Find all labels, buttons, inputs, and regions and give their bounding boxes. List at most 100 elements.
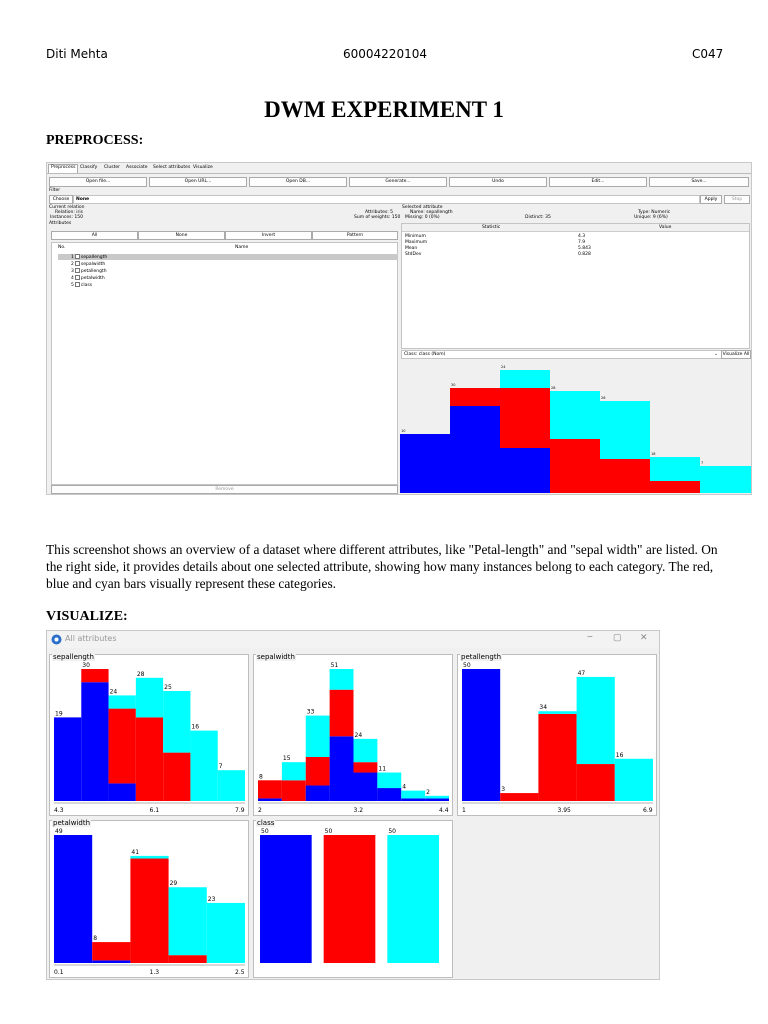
bar-segment (135, 717, 164, 801)
stat-name: Minimum (405, 234, 426, 239)
hist-bar (700, 466, 751, 493)
checkbox-icon[interactable] (74, 282, 80, 287)
minimize-icon[interactable]: − (587, 632, 593, 643)
bar-segment (92, 942, 131, 961)
panel-title: petallength (460, 653, 503, 661)
tab-cluster[interactable]: Cluster (104, 165, 120, 170)
checkbox-icon[interactable] (74, 261, 80, 266)
bar-segment (108, 708, 136, 784)
save-button[interactable]: Save... (649, 177, 749, 187)
selected-attribute-label: Selected attribute (402, 205, 443, 210)
attribute-name: class (80, 283, 93, 288)
weka-explorer-screenshot: Preprocess Classify Cluster Associate Se… (46, 162, 752, 495)
attribute-row[interactable]: 3 petallength (71, 268, 107, 274)
maximize-icon[interactable]: ▢ (613, 632, 622, 642)
attribute-row[interactable]: 2 sepalwidth (71, 261, 106, 267)
choose-button[interactable]: Choose (49, 195, 73, 204)
bar-count-label: 50 (261, 828, 269, 835)
statistics-table: Statistic Value Minimum 4.3 Maximum 7.9 … (401, 223, 750, 349)
open-url-button[interactable]: Open URL... (149, 177, 247, 187)
weka-histogram: 10 30 24 28 26 18 7 (400, 365, 751, 493)
checkbox-icon[interactable] (74, 254, 80, 259)
window-titlebar: All attributes − ▢ ✕ (47, 631, 659, 648)
attribute-row[interactable]: 4 petalwidth (71, 275, 105, 281)
bar-segment (281, 780, 306, 801)
checkbox-icon[interactable] (74, 275, 80, 280)
bar-segment (305, 715, 330, 757)
bar-segment (425, 795, 449, 799)
filter-label: Filter (49, 188, 61, 193)
open-db-button[interactable]: Open DB... (249, 177, 347, 187)
stop-button[interactable]: Stop (724, 195, 750, 204)
class-select-value: Class: class (Nom) (404, 352, 446, 357)
undo-button[interactable]: Undo (449, 177, 547, 187)
edit-button[interactable]: Edit... (549, 177, 647, 187)
attr-invert-button[interactable]: Invert (225, 231, 312, 240)
stat-name: StdDev (405, 252, 422, 257)
tab-preprocess[interactable]: Preprocess (48, 164, 79, 173)
student-id: 60004220104 (343, 47, 427, 61)
description-paragraph: This screenshot shows an overview of a d… (46, 542, 718, 591)
tab-select-attributes[interactable]: Select attributes (153, 165, 191, 170)
hist-label: 30 (451, 383, 455, 387)
attribute-row[interactable]: 5 class (71, 282, 93, 288)
tab-classify[interactable]: Classify (80, 165, 98, 170)
tab-associate[interactable]: Associate (126, 165, 148, 170)
bar-count-label: 28 (137, 671, 145, 678)
tab-visualize[interactable]: Visualize (193, 165, 213, 170)
attributes-count: Attributes: 5 (365, 210, 394, 215)
hist-label: 26 (601, 396, 605, 400)
close-icon[interactable]: ✕ (640, 632, 648, 642)
attribute-list: No. Name 1 sepallength 2 sepalwidth 3 petal… (51, 242, 398, 485)
bar-segment (260, 835, 312, 963)
hist-bar (500, 388, 550, 448)
bar-segment (323, 835, 376, 963)
class-select[interactable]: Class: class (Nom) ⌄ (401, 350, 722, 359)
page-title: DWM EXPERIMENT 1 (264, 97, 504, 122)
attribute-row[interactable]: 1 sepallength (58, 254, 398, 260)
panel-title: sepallength (52, 653, 95, 661)
stat-value: 4.3 (578, 234, 586, 239)
hist-bar (500, 448, 550, 493)
histogram-panel: class 50 50 50 (253, 819, 453, 978)
bar-segment (281, 762, 306, 781)
bar-segment (217, 770, 245, 801)
bar-count-label: 29 (170, 880, 178, 887)
bar-segment (190, 730, 218, 801)
attr-pattern-button[interactable]: Pattern (312, 231, 398, 240)
bar-count-label: 33 (307, 709, 315, 716)
bar-segment (305, 785, 330, 801)
attr-all-button[interactable]: All (51, 231, 138, 240)
selected-name: Name: sepallength (410, 210, 453, 215)
visualize-all-button[interactable]: Visualize All (721, 350, 751, 359)
open-file-button[interactable]: Open file... (49, 177, 147, 187)
attr-none-button[interactable]: None (138, 231, 225, 240)
bar-segment (135, 677, 164, 718)
bar-segment (258, 798, 282, 801)
bar-segment (108, 695, 136, 709)
checkbox-icon[interactable] (74, 268, 80, 273)
stat-name: Mean (405, 246, 418, 251)
tab-bar: Preprocess Classify Cluster Associate Se… (47, 163, 751, 174)
panel-title: petalwidth (52, 819, 92, 827)
col-name-header: Name (235, 245, 249, 250)
hist-bar (400, 434, 450, 493)
remove-button[interactable]: Remove (51, 485, 398, 494)
bar-count-label: 30 (82, 662, 90, 669)
bar-count-label: 51 (331, 662, 339, 669)
bar-segment (353, 738, 378, 763)
bar-segment (108, 783, 136, 801)
selected-unique: Unique: 9 (6%) (634, 215, 668, 220)
bar-segment (387, 835, 439, 963)
stat-value: 5.843 (578, 246, 591, 251)
bar-count-label: 16 (191, 724, 199, 731)
bar-segment (538, 711, 577, 714)
bar-segment (401, 790, 426, 799)
bar-segment (81, 669, 109, 683)
filter-field[interactable]: None (73, 195, 700, 204)
apply-button[interactable]: Apply (700, 195, 722, 204)
visualize-heading: VISUALIZE: (46, 609, 128, 624)
bar-count-label: 41 (131, 849, 139, 856)
generate-button[interactable]: Generate... (349, 177, 447, 187)
bar-segment (614, 758, 653, 801)
